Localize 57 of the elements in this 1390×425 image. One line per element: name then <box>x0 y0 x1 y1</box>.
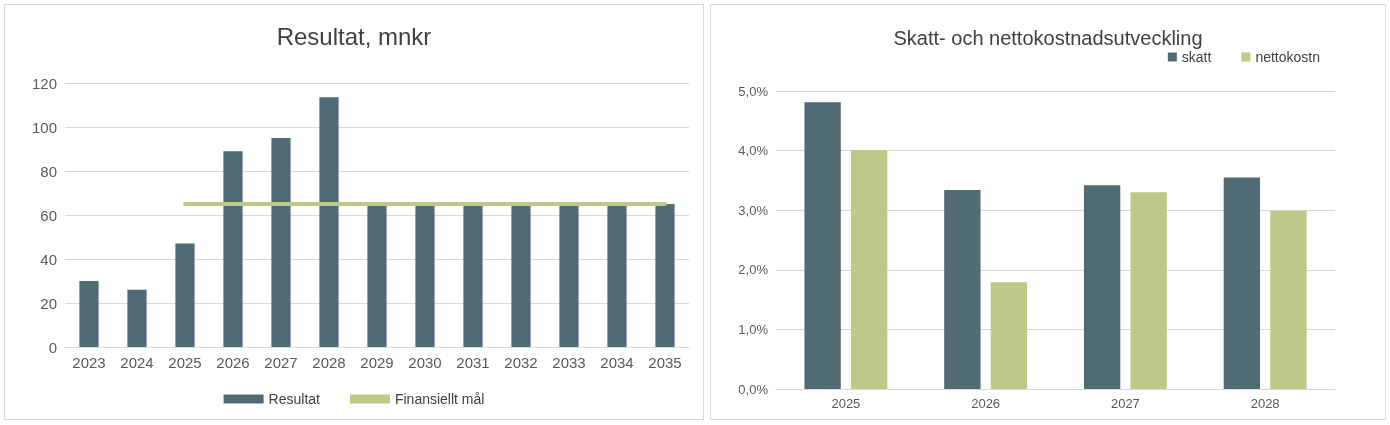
bar <box>79 281 99 347</box>
x-tick-label: 2024 <box>120 354 154 371</box>
x-tick-label: 2025 <box>831 396 861 411</box>
y-tick-label: 120 <box>31 74 57 92</box>
x-tick-label: 2028 <box>312 354 346 371</box>
y-tick-label: 5,0% <box>738 83 769 99</box>
y-tick-label: 20 <box>40 294 57 312</box>
bar <box>944 189 981 389</box>
bar <box>511 204 531 347</box>
x-tick-label: 2028 <box>1250 396 1280 411</box>
bar <box>367 204 387 347</box>
x-tick-label: 2026 <box>216 354 250 371</box>
y-tick-label: 80 <box>40 162 57 180</box>
legend-label: Resultat <box>268 391 321 407</box>
bar <box>223 151 243 347</box>
y-tick-label: 4,0% <box>738 143 769 159</box>
bar <box>127 289 147 347</box>
bar <box>850 150 888 389</box>
bar <box>1083 185 1121 389</box>
bar <box>607 204 627 347</box>
y-tick-label: 0 <box>48 338 57 356</box>
legend-label: nettokostn <box>1255 49 1321 65</box>
x-tick-label: 2030 <box>408 354 442 371</box>
x-tick-label: 2033 <box>552 354 586 371</box>
bar <box>415 204 435 347</box>
bar <box>990 282 1028 389</box>
legend-label: Finansiellt mål <box>394 391 485 407</box>
x-tick-label: 2034 <box>600 354 634 371</box>
x-tick-label: 2035 <box>648 354 682 371</box>
y-tick-label: 3,0% <box>738 202 769 218</box>
x-tick-label: 2027 <box>264 354 298 371</box>
bar <box>463 204 483 347</box>
bar <box>1270 210 1307 389</box>
chart-title: Skatt- och nettokostnadsutveckling <box>893 27 1203 49</box>
x-tick-label: 2027 <box>1110 396 1140 411</box>
x-tick-label: 2023 <box>72 354 106 371</box>
y-tick-label: 60 <box>40 206 57 224</box>
bar <box>655 204 675 347</box>
y-tick-label: 100 <box>31 118 57 136</box>
y-tick-label: 1,0% <box>738 321 769 337</box>
x-tick-label: 2025 <box>168 354 202 371</box>
bar <box>1130 192 1167 389</box>
y-tick-label: 0,0% <box>738 381 769 397</box>
legend-label: skatt <box>1181 49 1212 65</box>
y-tick-label: 2,0% <box>738 262 769 278</box>
y-tick-label: 40 <box>40 250 57 268</box>
bar <box>271 138 291 347</box>
bar <box>804 102 841 389</box>
bar <box>559 204 579 347</box>
x-tick-label: 2029 <box>360 354 394 371</box>
x-tick-label: 2032 <box>504 354 538 371</box>
x-tick-label: 2031 <box>456 354 490 371</box>
x-tick-label: 2026 <box>971 396 1001 411</box>
bar <box>319 97 339 347</box>
bar <box>175 243 195 347</box>
bar <box>1223 177 1261 389</box>
chart-title: Resultat, mnkr <box>276 22 432 50</box>
